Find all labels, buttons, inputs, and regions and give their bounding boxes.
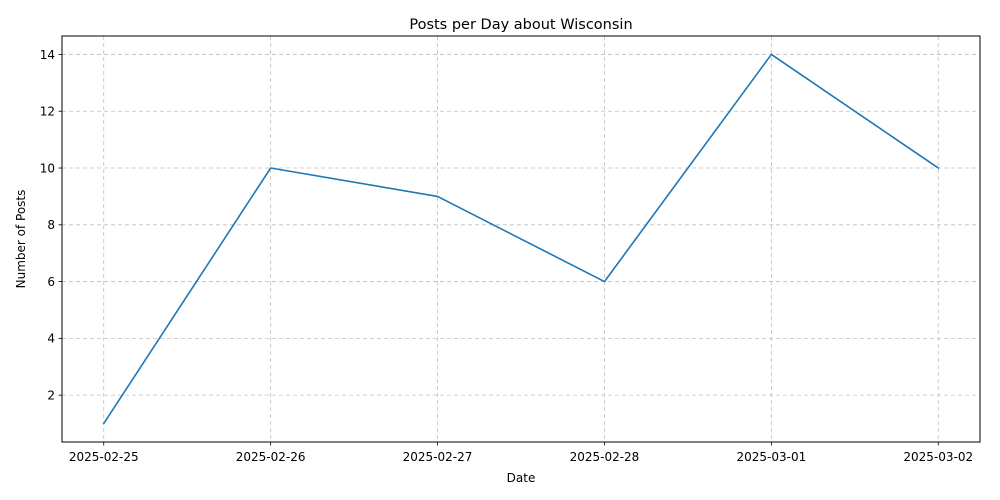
data-point	[269, 166, 273, 170]
y-tick-label: 12	[40, 105, 55, 119]
data-point	[102, 422, 106, 426]
chart-title: Posts per Day about Wisconsin	[409, 17, 632, 33]
data-point	[936, 166, 940, 170]
x-tick-label: 2025-02-27	[403, 450, 473, 464]
x-tick-label: 2025-02-26	[236, 450, 306, 464]
plot-frame	[61, 35, 981, 443]
x-tick-label: 2025-03-02	[903, 450, 973, 464]
y-tick-label: 10	[40, 161, 55, 175]
y-tick-label: 6	[47, 275, 55, 289]
data-point	[602, 280, 606, 284]
y-tick-label: 4	[47, 332, 55, 346]
y-tick-label: 14	[40, 48, 55, 62]
y-axis: 2 4 6 8 10 12 14	[40, 48, 62, 402]
series-group	[102, 52, 940, 426]
series-line	[102, 53, 940, 425]
x-tick-label: 2025-02-28	[570, 450, 640, 464]
y-tick-label: 2	[47, 388, 55, 402]
x-tick-label: 2025-03-01	[736, 450, 806, 464]
data-point	[436, 194, 440, 198]
x-tick-label: 2025-02-25	[69, 450, 139, 464]
data-point	[769, 52, 773, 56]
x-axis: 2025-02-25 2025-02-26 2025-02-27 2025-02-28…	[69, 442, 973, 464]
grid	[62, 36, 980, 442]
y-tick-label: 8	[47, 218, 55, 232]
y-axis-label: Number of Posts	[14, 190, 28, 289]
x-axis-label: Date	[507, 471, 536, 485]
